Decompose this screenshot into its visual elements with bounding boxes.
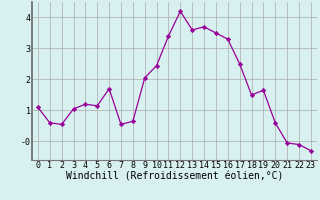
X-axis label: Windchill (Refroidissement éolien,°C): Windchill (Refroidissement éolien,°C) (66, 172, 283, 182)
